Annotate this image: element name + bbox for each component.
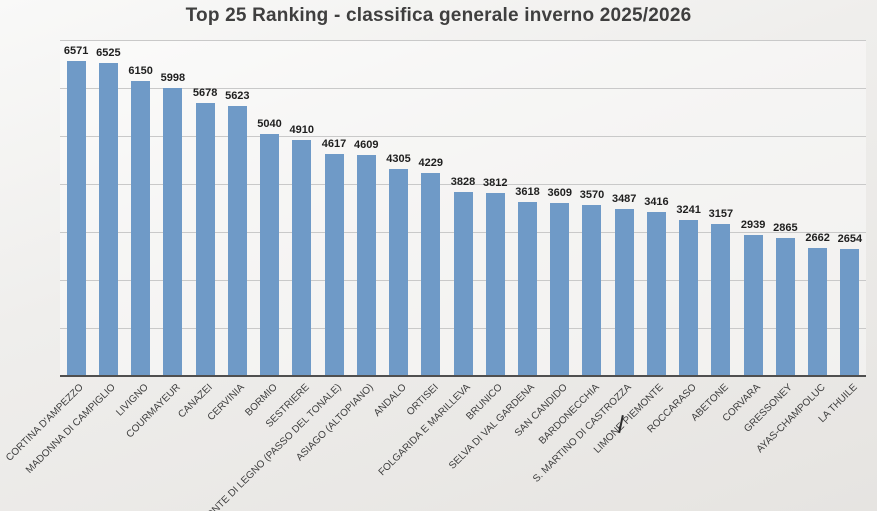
bar: [66, 60, 86, 376]
x-axis-line: [60, 375, 866, 377]
category-label: CORTINA D'AMPEZZO: [4, 382, 86, 464]
category-label: S. MARTINO DI CASTROZZA: [531, 382, 634, 485]
bar: [517, 202, 537, 376]
bar: [421, 173, 441, 376]
bar: [485, 193, 505, 376]
bar: [195, 103, 215, 376]
bar: [550, 202, 570, 376]
bar: [808, 248, 828, 376]
bar: [389, 169, 409, 376]
category-label: CANAZEI: [176, 382, 215, 421]
bar-value-label: 2939: [740, 218, 766, 231]
bar: [227, 106, 247, 376]
category-label: ABETONE: [689, 382, 731, 424]
bar: [711, 224, 731, 376]
bar-value-label: 4617: [321, 138, 347, 151]
bar-value-label: 5678: [192, 87, 218, 100]
bar-value-label: 6571: [63, 44, 89, 57]
stray-cursor-mark: [618, 415, 624, 433]
category-label: LIMONE PIEMONTE: [592, 382, 667, 456]
bar-value-label: 5040: [257, 118, 282, 131]
bar-value-label: 5998: [160, 72, 186, 85]
category-label: CERVINIA: [206, 382, 248, 424]
category-label: BORMIO: [242, 382, 280, 419]
bar-value-label: 3618: [515, 186, 540, 199]
bar-value-label: 3487: [611, 192, 637, 205]
bar-value-label: 3828: [450, 176, 476, 189]
bar-value-label: 4305: [386, 153, 411, 166]
bar: [614, 208, 634, 376]
category-label: BRUNICO: [464, 382, 506, 423]
gridline: [60, 136, 866, 137]
bar-value-label: 3157: [708, 208, 734, 221]
bar-value-label: 2654: [837, 232, 863, 245]
bar-value-label: 2662: [805, 232, 830, 245]
bar-value-label: 6150: [128, 64, 153, 77]
bar-value-label: 3241: [676, 204, 701, 217]
bar-value-label: 3812: [482, 177, 508, 190]
bar: [646, 212, 666, 376]
chart-title: Top 25 Ranking - classifica generale inv…: [185, 5, 692, 26]
category-label: AYAS-CHAMPOLUC: [754, 382, 828, 456]
bar: [98, 62, 118, 376]
category-label: ROCCARASO: [645, 382, 699, 436]
category-label: ASIAGO (ALTOPIANO): [294, 382, 377, 464]
category-label: COURMAYEUR: [124, 382, 183, 441]
category-label: LA THUILE: [816, 382, 860, 426]
bar-value-label: 3416: [644, 196, 669, 209]
category-label: SELVA DI VAL GARDENA: [447, 382, 538, 472]
bar: [453, 192, 473, 376]
category-label: BARDONECCHIA: [536, 382, 602, 447]
bar: [131, 80, 151, 376]
plot-area: 6571 6525 6150 5998 5678 5623 5040 4910 4617 4609…: [60, 40, 866, 377]
bar: [679, 220, 699, 376]
category-label: ORTISEI: [404, 382, 441, 418]
category-label: MADONNA DI CAMPIGLIO: [24, 382, 119, 476]
bar-value-label: 4229: [418, 157, 443, 170]
gridline: [60, 40, 866, 41]
bar: [775, 238, 795, 376]
category-label: LIVIGNO: [113, 382, 151, 419]
bar: [743, 234, 763, 376]
bar-value-label: 5623: [225, 90, 250, 103]
bar-value-label: 6525: [96, 46, 121, 59]
bar-value-label: 4910: [289, 124, 315, 137]
category-label: CORVARA: [720, 382, 763, 425]
category-label: SAN CANDIDO: [512, 382, 570, 439]
category-label: ANDALO: [371, 382, 409, 419]
category-label: GRESSONEY: [742, 382, 796, 435]
gridline: [60, 184, 866, 185]
bar: [356, 154, 376, 376]
category-label: SESTRIERE: [263, 382, 312, 430]
category-label: PONTE DI LEGNO (PASSO DEL TONALE): [199, 382, 344, 511]
bar: [840, 248, 860, 376]
bar-value-label: 3570: [579, 188, 605, 201]
bar: [324, 154, 344, 376]
bar: [163, 88, 183, 376]
bar-value-label: 2865: [773, 222, 798, 235]
category-label: FOLGARIDA E MARILLEVA: [376, 382, 473, 479]
gridline: [60, 88, 866, 89]
bar-value-label: 3609: [547, 186, 572, 199]
bar: [582, 204, 602, 376]
bar-value-label: 4609: [354, 138, 379, 151]
bar: [260, 134, 280, 376]
bar: [292, 140, 312, 376]
